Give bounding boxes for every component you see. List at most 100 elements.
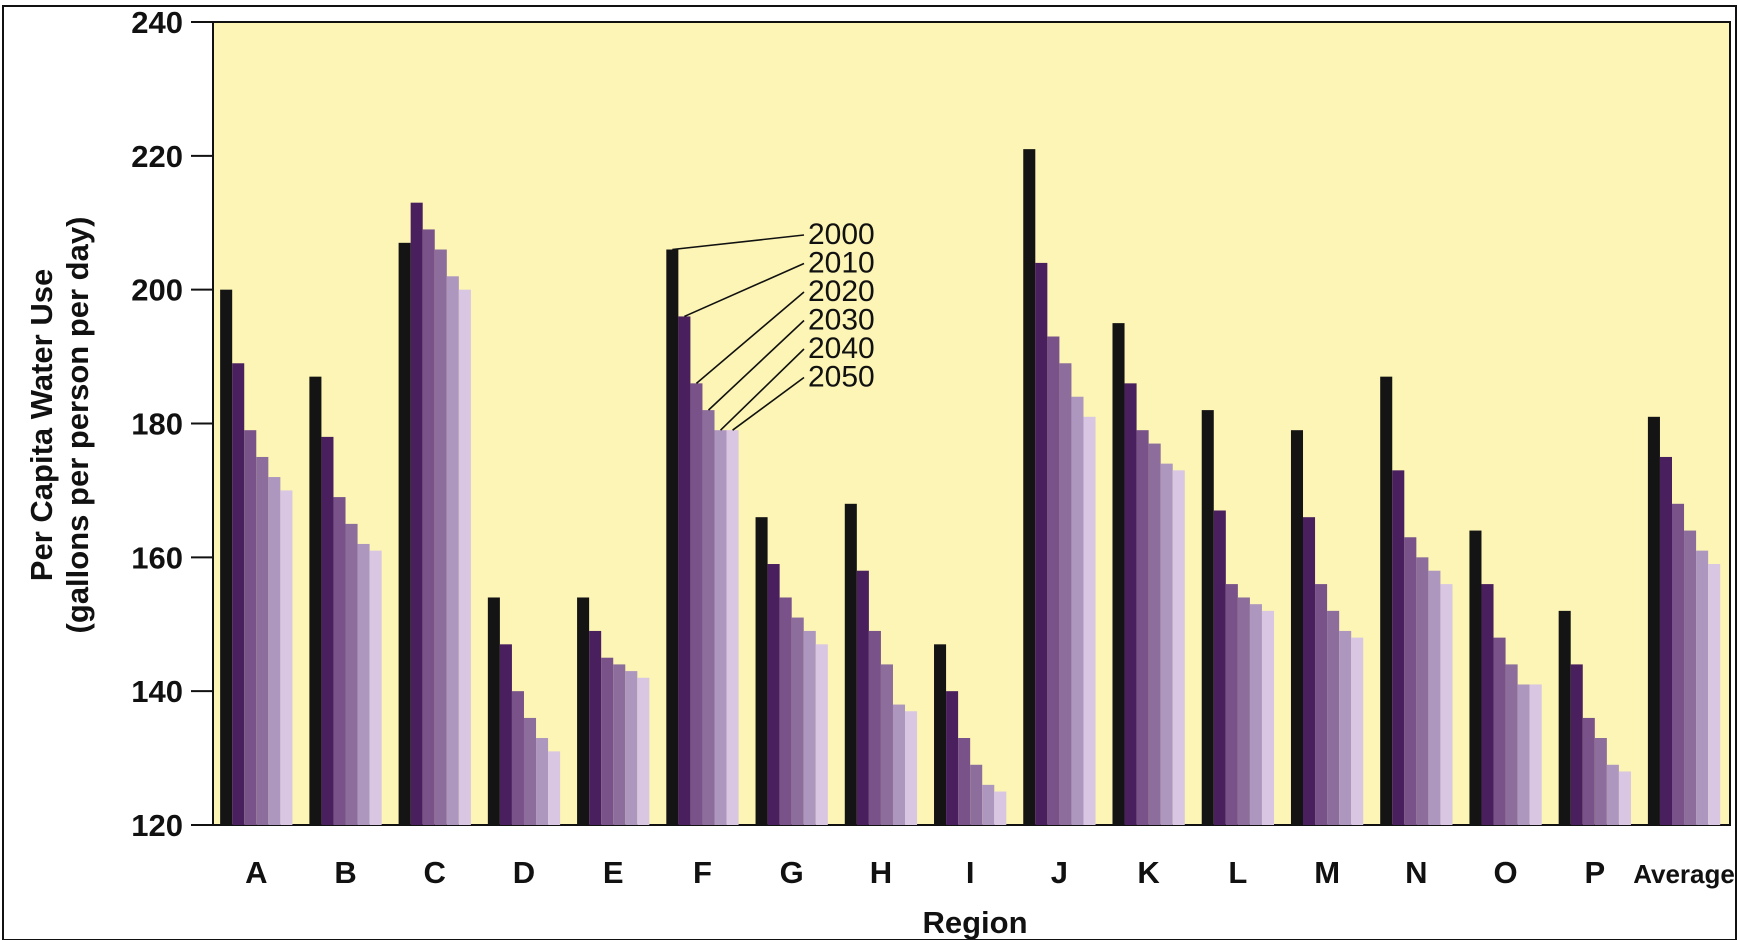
annotation-leader-2000 <box>672 234 805 251</box>
bar-p-2040 <box>1606 764 1619 825</box>
bar-average-2040 <box>1696 550 1709 825</box>
bar-f-2000 <box>666 249 679 825</box>
bar-n-2010 <box>1392 470 1405 825</box>
bar-k-2030 <box>1148 443 1161 825</box>
bar-average-2010 <box>1659 456 1672 825</box>
bar-c-2030 <box>434 249 447 825</box>
bar-o-2010 <box>1481 584 1494 825</box>
bar-e-2050 <box>637 677 650 825</box>
bar-c-2010 <box>410 202 423 826</box>
bar-h-2050 <box>905 711 918 825</box>
bar-i-2030 <box>970 764 983 825</box>
bar-g-2020 <box>779 597 792 825</box>
bar-a-2050 <box>280 490 293 825</box>
bar-p-2030 <box>1594 738 1607 825</box>
bar-h-2040 <box>892 704 906 825</box>
x-tick-label-m: M <box>1314 855 1340 890</box>
bar-a-2020 <box>244 430 257 825</box>
y-tick-label: 200 <box>131 273 183 308</box>
bar-m-2020 <box>1315 584 1328 825</box>
bar-average-2020 <box>1671 503 1685 825</box>
y-tick-label: 120 <box>131 808 183 843</box>
bar-n-2020 <box>1404 537 1417 825</box>
bar-b-2000 <box>309 376 322 825</box>
bar-h-2010 <box>856 570 869 825</box>
bar-d-2040 <box>536 738 549 825</box>
bar-i-2020 <box>958 738 971 825</box>
x-tick-label-p: P <box>1584 855 1605 890</box>
bar-k-2050 <box>1172 470 1185 825</box>
bar-g-2010 <box>767 564 780 825</box>
bar-f-2030 <box>702 410 715 825</box>
bar-e-2000 <box>577 597 590 825</box>
x-tick-label-average: Average <box>1633 859 1735 889</box>
annotation-leader-2040 <box>719 348 805 431</box>
bar-n-2040 <box>1428 570 1441 825</box>
annotation-label-2040: 2040 <box>808 332 875 365</box>
bar-a-2010 <box>232 363 245 825</box>
bar-n-2030 <box>1416 557 1429 825</box>
bar-b-2030 <box>345 523 358 825</box>
bar-g-2030 <box>791 617 804 825</box>
bar-a-2030 <box>256 456 269 825</box>
bar-o-2050 <box>1529 684 1542 825</box>
bar-b-2010 <box>321 436 334 825</box>
bar-p-2020 <box>1582 717 1595 825</box>
bar-o-2040 <box>1517 684 1530 825</box>
bar-h-2020 <box>868 630 881 825</box>
bar-c-2050 <box>458 289 471 826</box>
bar-average-2030 <box>1684 530 1697 825</box>
annotation-leader-2020 <box>695 291 805 384</box>
bar-k-2020 <box>1136 430 1149 825</box>
annotation-label-2030: 2030 <box>808 304 875 337</box>
bar-o-2030 <box>1505 664 1518 825</box>
annotation-label-2000: 2000 <box>808 218 875 251</box>
bar-k-2010 <box>1124 383 1137 825</box>
x-tick-label-o: O <box>1494 855 1518 890</box>
x-axis-label: Region <box>922 905 1027 940</box>
bar-a-2000 <box>220 289 233 826</box>
bar-g-2000 <box>755 517 768 825</box>
y-tick-label: 160 <box>131 540 183 575</box>
bar-m-2010 <box>1303 517 1316 825</box>
x-tick-label-a: A <box>245 855 267 890</box>
x-tick-label-j: J <box>1051 855 1068 890</box>
bar-l-2010 <box>1213 510 1226 825</box>
bar-e-2010 <box>589 630 602 825</box>
bar-m-2050 <box>1351 637 1364 825</box>
bar-g-2050 <box>815 644 828 825</box>
x-tick-label-l: L <box>1228 855 1247 890</box>
bar-d-2030 <box>523 717 537 825</box>
bar-p-2000 <box>1558 610 1571 825</box>
annotation-label-2050: 2050 <box>808 361 875 394</box>
bar-j-2040 <box>1071 396 1084 825</box>
x-tick-label-k: K <box>1137 855 1160 890</box>
y-axis: 120 140 160 180 200 220 240 <box>131 5 213 843</box>
bar-h-2030 <box>880 664 893 825</box>
bar-e-2020 <box>601 657 614 825</box>
bar-o-2000 <box>1469 530 1482 825</box>
bar-l-2030 <box>1237 597 1250 825</box>
x-axis-tick-labels: A B C D E F G H I J K L M N O P Average <box>245 855 1735 890</box>
bar-j-2030 <box>1059 363 1072 825</box>
bar-m-2030 <box>1327 610 1340 825</box>
x-tick-label-i: I <box>966 855 975 890</box>
x-tick-label-f: F <box>693 855 712 890</box>
annotation-label-2010: 2010 <box>808 247 875 280</box>
bar-average-2050 <box>1708 564 1721 825</box>
bar-b-2050 <box>369 550 382 825</box>
bar-f-2020 <box>690 383 703 825</box>
annotation-leader-2050 <box>732 376 805 431</box>
x-tick-label-n: N <box>1405 855 1427 890</box>
bar-j-2020 <box>1047 336 1060 825</box>
x-tick-label-c: C <box>424 855 446 890</box>
bar-f-2050 <box>726 430 739 825</box>
bar-i-2050 <box>994 791 1007 825</box>
bar-d-2000 <box>487 597 500 825</box>
bar-l-2040 <box>1249 604 1262 825</box>
bar-p-2050 <box>1618 771 1631 825</box>
bar-o-2020 <box>1493 637 1506 825</box>
bar-l-2020 <box>1225 584 1238 825</box>
bar-m-2040 <box>1339 630 1352 825</box>
